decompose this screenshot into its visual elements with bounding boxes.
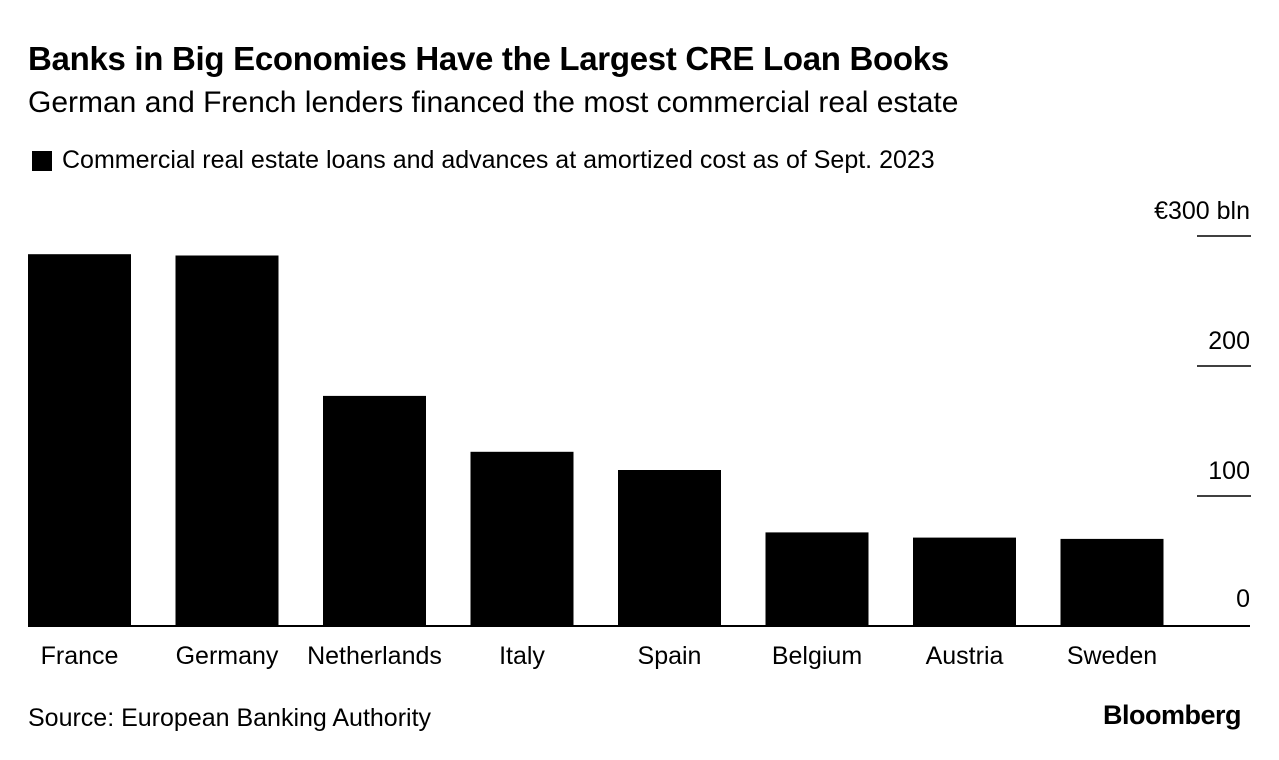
x-tick-label: Italy: [499, 642, 545, 670]
x-tick-label: Netherlands: [307, 642, 442, 670]
bar-chart: France Germany Netherlands Italy Spain Belgiu…: [28, 197, 1251, 670]
y-tick-label: 100: [1208, 457, 1250, 485]
x-tick-label: Sweden: [1067, 642, 1157, 670]
x-tick-label: Germany: [176, 642, 279, 670]
chart-title: Banks in Big Economies Have the Largest …: [28, 40, 949, 77]
x-tick-label: Austria: [926, 642, 1004, 670]
bar-austria: [913, 537, 1016, 626]
chart-subtitle: German and French lenders financed the m…: [28, 86, 959, 119]
x-tick-label: Belgium: [772, 642, 862, 670]
y-tick-label: 200: [1208, 327, 1250, 355]
y-tick-label: €300 bln: [1154, 197, 1250, 225]
bar-italy: [470, 451, 574, 626]
bar-netherlands: [323, 395, 426, 626]
bar-spain: [618, 470, 721, 626]
bloomberg-logo: Bloomberg: [1102, 700, 1242, 730]
bar-germany: [175, 255, 279, 626]
source-note: Source: European Banking Authority: [28, 704, 432, 732]
y-tick-label: 0: [1236, 585, 1250, 613]
bar-belgium: [765, 532, 869, 626]
bar-sweden: [1060, 538, 1164, 626]
legend: Commercial real estate loans and advance…: [32, 146, 935, 175]
x-tick-label: France: [41, 642, 119, 670]
bar-france: [28, 254, 131, 626]
legend-label: Commercial real estate loans and advance…: [62, 146, 935, 174]
legend-swatch: [32, 150, 52, 171]
x-tick-label: Spain: [638, 642, 702, 670]
